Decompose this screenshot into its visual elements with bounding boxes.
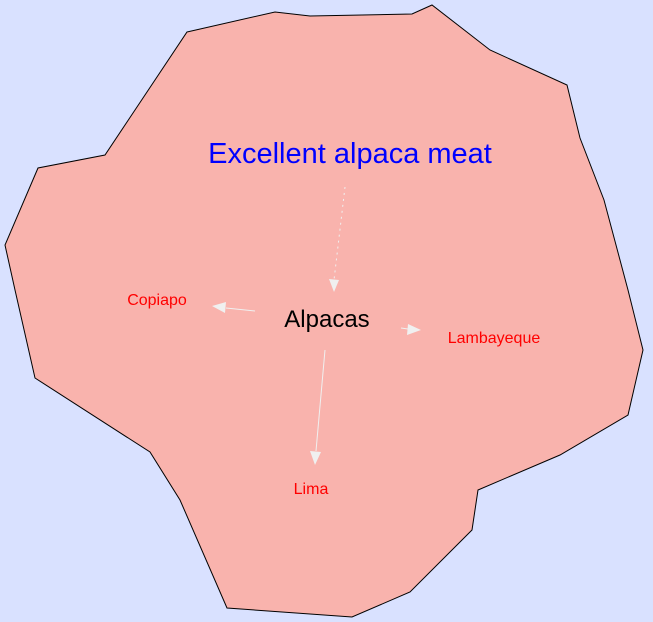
arrow-center-to-copiapo [212, 302, 256, 313]
place-label-copiapo: Copiapo [127, 292, 187, 309]
place-label-lambayeque: Lambayeque [448, 330, 541, 347]
arrow-title-to-center [329, 186, 346, 292]
diagram-title: Excellent alpaca meat [208, 138, 492, 170]
center-node-label: Alpacas [284, 306, 369, 333]
place-label-lima: Lima [294, 481, 329, 498]
arrow-center-to-lima [310, 349, 326, 465]
region-shape [4, 4, 644, 618]
arrow-center-to-lambayeque [400, 324, 421, 335]
